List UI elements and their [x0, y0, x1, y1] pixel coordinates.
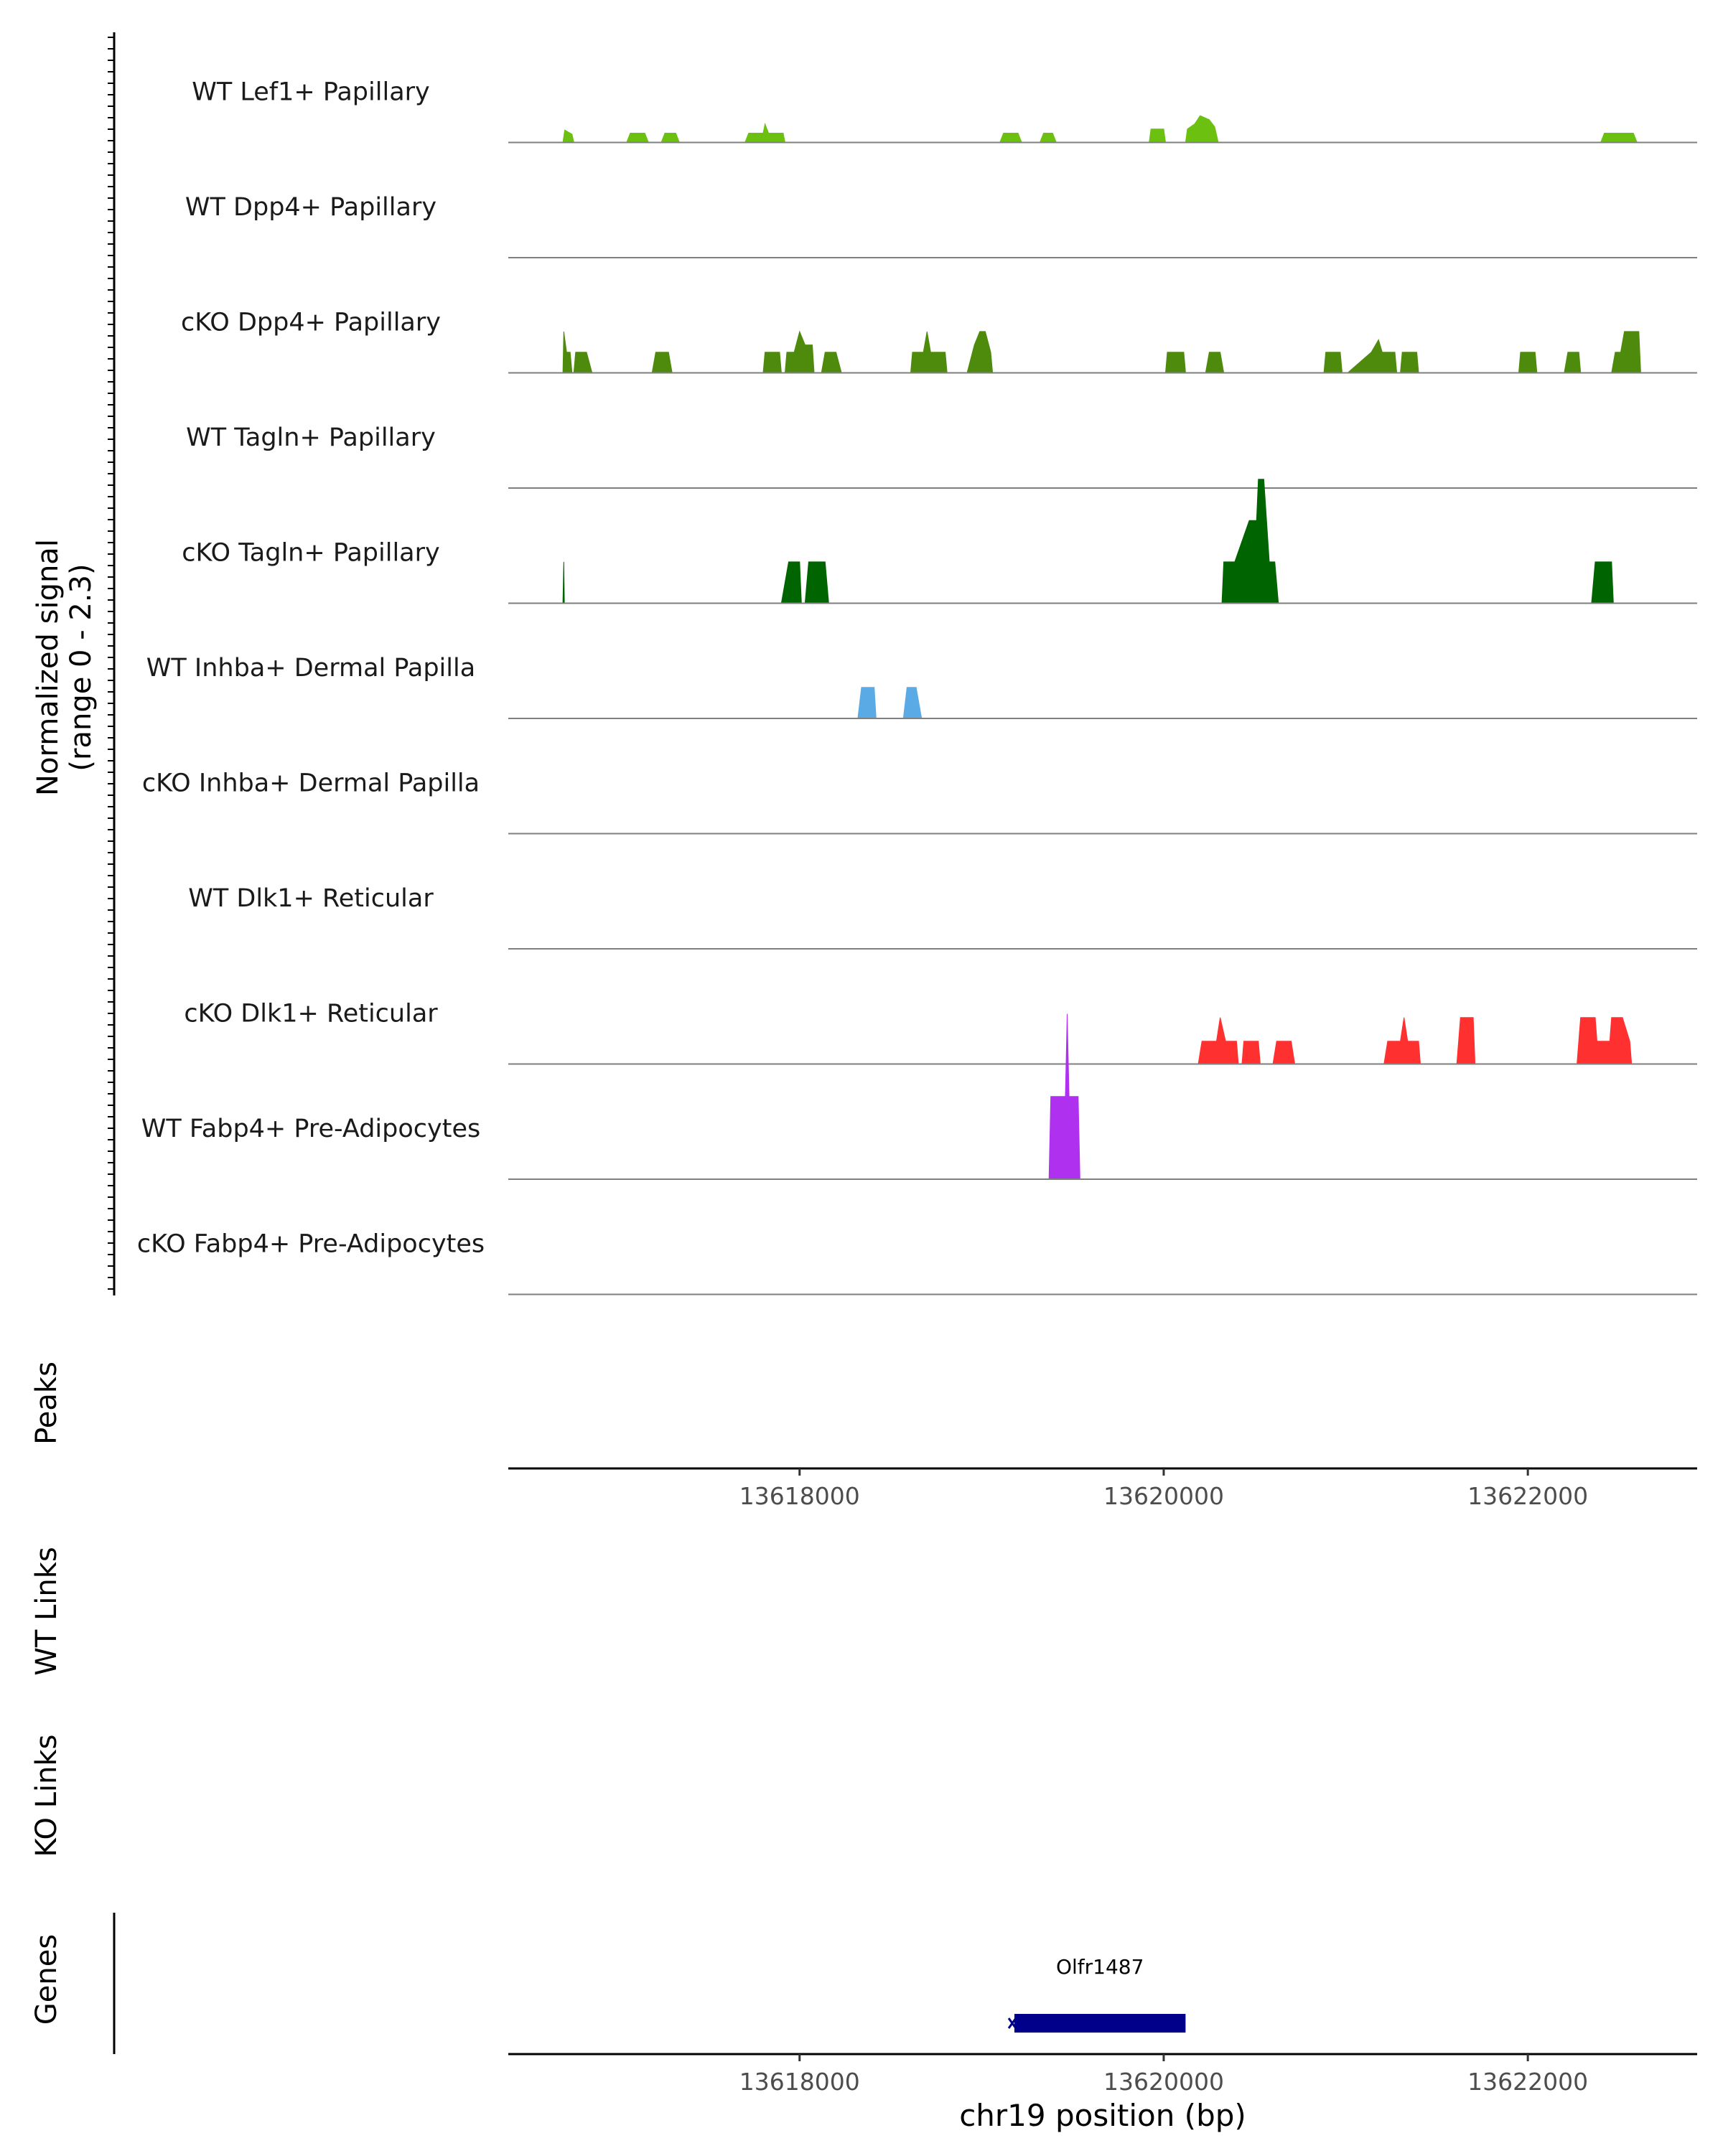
gene-label: Olfr1487: [1056, 1955, 1144, 1979]
track-cko-dpp4-papillary: cKO Dpp4+ Papillary: [181, 309, 1697, 374]
track-cko-fabp4-pre-adipocytes: cKO Fabp4+ Pre-Adipocytes: [137, 1230, 1697, 1295]
signal-peak: [1197, 1017, 1239, 1064]
track-label: WT Tagln+ Papillary: [186, 423, 436, 452]
signal-peak: [651, 352, 673, 373]
signal-peak: [804, 561, 829, 604]
track-wt-dpp4-papillary: WT Dpp4+ Papillary: [185, 193, 1697, 258]
signal-peak: [1600, 133, 1638, 143]
track-label: WT Dpp4+ Papillary: [185, 193, 436, 222]
gene-annotations: Olfr1487: [1007, 1955, 1186, 2033]
x-tick-label: 13622000: [1467, 1482, 1588, 1510]
track-label: WT Dlk1+ Reticular: [188, 884, 434, 913]
signal-peak: [999, 133, 1022, 143]
signal-peak: [784, 330, 815, 373]
peaks-x-axis: 13618000 13620000 13622000: [739, 1468, 1588, 1510]
gene-olfr1487: Olfr1487: [1007, 1955, 1186, 2033]
track-cko-tagln-papillary: cKO Tagln+ Papillary: [182, 479, 1697, 604]
x-axis: 13618000 13620000 13622000: [739, 2054, 1588, 2096]
signal-peak: [1272, 1041, 1296, 1064]
signal-peak: [660, 133, 681, 143]
signal-peak: [1518, 352, 1538, 373]
track-wt-fabp4-pre-adipocytes: WT Fabp4+ Pre-Adipocytes: [141, 1013, 1697, 1180]
signal-peak: [1241, 1041, 1261, 1064]
track-label: cKO Fabp4+ Pre-Adipocytes: [137, 1230, 485, 1259]
signal-peak: [1048, 1013, 1080, 1180]
track-label: cKO Tagln+ Papillary: [182, 539, 440, 568]
track-label: cKO Dpp4+ Papillary: [181, 309, 441, 337]
track-wt-tagln-papillary: WT Tagln+ Papillary: [186, 423, 1697, 489]
ko-links-track-label: KO Links: [30, 1735, 63, 1857]
x-tick-label: 13618000: [739, 1482, 860, 1510]
signal-peak: [1577, 1017, 1633, 1064]
track-wt-dlk1-reticular: WT Dlk1+ Reticular: [188, 884, 1697, 950]
signal-peak: [744, 122, 786, 143]
signal-peak: [1591, 561, 1614, 604]
genes-track-label: Genes: [30, 1934, 63, 2025]
y-axis-label-range: (range 0 - 2.3): [65, 563, 98, 771]
signal-peak: [1323, 352, 1343, 373]
signal-peak: [1164, 352, 1186, 373]
x-tick-label: 13620000: [1103, 2068, 1224, 2096]
track-label: WT Inhba+ Dermal Papilla: [146, 654, 475, 683]
track-wt-inhba-dermal-papilla: WT Inhba+ Dermal Papilla: [146, 654, 1697, 719]
track-label: cKO Dlk1+ Reticular: [184, 1000, 438, 1028]
y-axis-label: Normalized signal: [32, 539, 65, 796]
track-label: cKO Inhba+ Dermal Papilla: [142, 769, 480, 798]
track-cko-dlk1-reticular: cKO Dlk1+ Reticular: [184, 1000, 1697, 1065]
signal-peak: [1383, 1017, 1421, 1064]
peaks-track-label: Peaks: [30, 1361, 63, 1445]
signal-peak: [1185, 115, 1219, 143]
signal-peak: [762, 352, 782, 373]
wt-links-track-label: WT Links: [30, 1547, 63, 1675]
coverage-tracks: WT Lef1+ Papillary WT Dpp4+ Papillary cKO …: [137, 78, 1697, 1295]
x-axis-label: chr19 position (bp): [959, 2098, 1246, 2133]
signal-peak: [626, 133, 650, 143]
gene-body: [1014, 2014, 1186, 2033]
signal-peak: [1149, 128, 1167, 143]
track-wt-lef1-papillary: WT Lef1+ Papillary: [192, 78, 1697, 144]
strand-arrow: [1007, 2017, 1017, 2029]
signal-peak: [1221, 479, 1279, 604]
track-label: WT Fabp4+ Pre-Adipocytes: [141, 1115, 480, 1143]
track-cko-inhba-dermal-papilla: cKO Inhba+ Dermal Papilla: [142, 769, 1697, 835]
x-tick-label: 13620000: [1103, 1482, 1224, 1510]
coverage-y-axis: [108, 32, 116, 1295]
signal-peak: [910, 331, 948, 373]
track-label: WT Lef1+ Papillary: [192, 78, 430, 107]
x-tick-label: 13618000: [739, 2068, 860, 2096]
signal-peak: [1400, 352, 1419, 373]
x-tick-label: 13622000: [1467, 2068, 1588, 2096]
